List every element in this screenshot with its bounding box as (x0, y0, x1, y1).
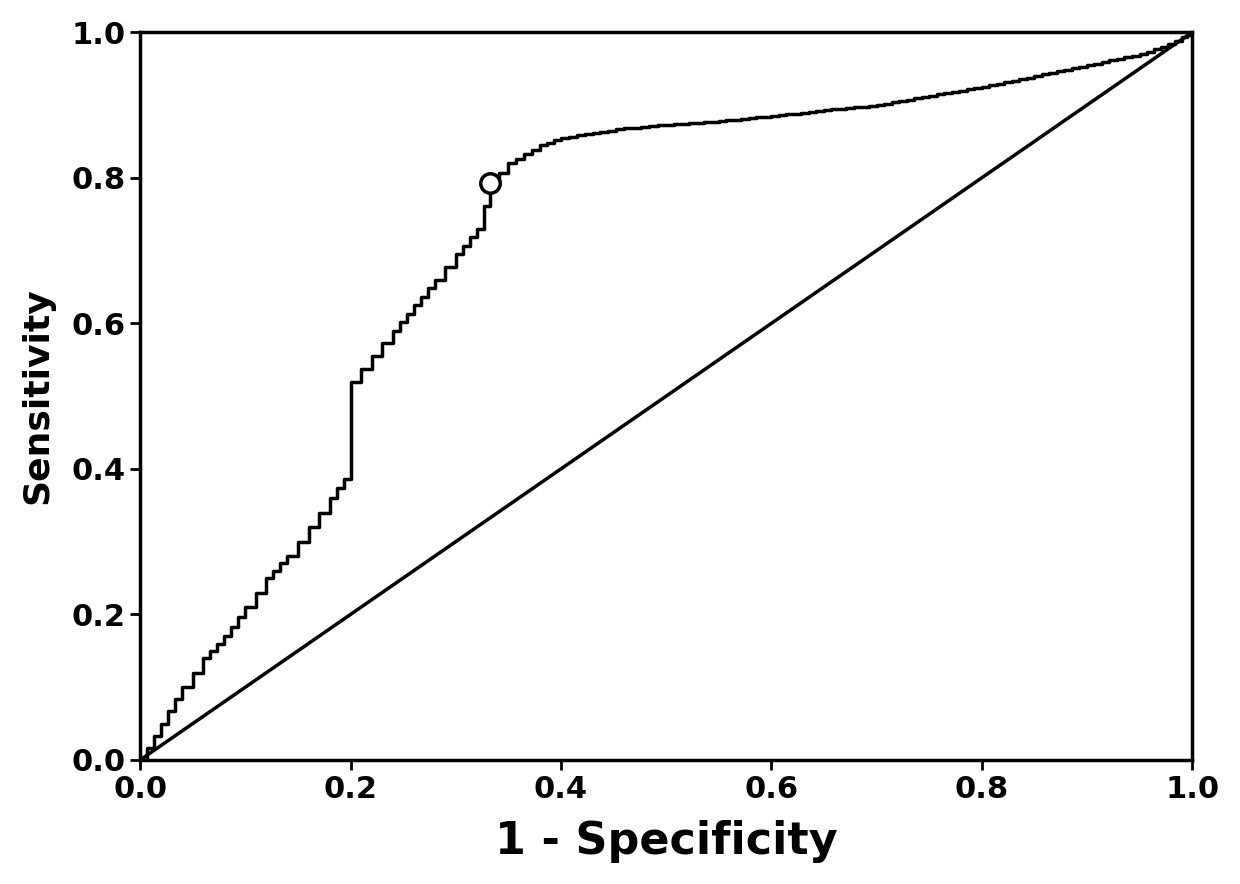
Y-axis label: Sensitivity: Sensitivity (21, 288, 55, 505)
X-axis label: 1 - Specificity: 1 - Specificity (495, 820, 837, 863)
